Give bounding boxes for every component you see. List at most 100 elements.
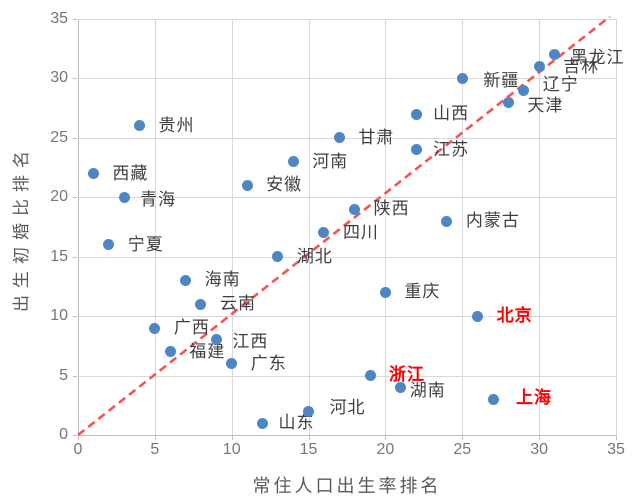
y-axis-tick-mark: [73, 257, 77, 258]
data-point: [318, 227, 330, 239]
data-point-label: 安徽: [266, 175, 303, 195]
data-point-label: 黑龙江: [570, 47, 625, 67]
data-point-label: 江西: [232, 331, 269, 351]
data-point: [287, 156, 299, 168]
data-point-label: 陕西: [373, 199, 410, 219]
x-axis-tick-mark: [232, 436, 233, 440]
gridline-horizontal: [78, 138, 616, 139]
y-axis-tick-label: 10: [50, 307, 68, 325]
data-point: [333, 132, 345, 144]
y-axis-tick-mark: [73, 138, 77, 139]
data-point: [210, 334, 222, 346]
x-axis-tick-label: 0: [73, 441, 83, 458]
data-point: [441, 215, 453, 227]
x-axis-tick-mark: [78, 436, 79, 440]
data-point-label: 吉林: [563, 56, 600, 76]
x-axis-tick-label: 35: [607, 441, 625, 458]
data-point-label: 山西: [433, 104, 470, 124]
data-point: [549, 49, 560, 61]
data-point: [164, 346, 176, 358]
gridline-vertical: [385, 19, 386, 435]
data-point: [133, 120, 145, 132]
y-axis-tick-label: 35: [50, 10, 68, 27]
data-point: [364, 370, 376, 382]
gridline-horizontal: [78, 19, 616, 20]
data-point: [533, 61, 545, 73]
y-axis-tick-label: 20: [50, 188, 68, 206]
data-point: [149, 322, 161, 334]
data-point: [195, 298, 207, 310]
data-point-label: 河南: [312, 151, 349, 171]
data-point: [487, 393, 499, 405]
data-point: [349, 203, 361, 215]
data-point: [241, 179, 253, 191]
data-point-label: 新疆: [483, 71, 520, 91]
y-axis-tick-mark: [73, 435, 77, 436]
x-axis-tick-mark: [616, 436, 617, 440]
y-axis-tick-label: 30: [50, 69, 68, 87]
data-point: [410, 144, 422, 156]
x-axis-tick-mark: [309, 436, 310, 440]
data-point: [87, 168, 99, 179]
gridline-vertical: [539, 19, 540, 435]
x-axis-tick-mark: [462, 436, 463, 440]
data-point-label: 河北: [329, 398, 366, 418]
y-axis-tick-label: 15: [50, 247, 68, 265]
gridline-vertical: [616, 19, 617, 435]
data-point: [518, 84, 530, 96]
data-point-label: 江苏: [433, 139, 470, 159]
gridline-horizontal: [78, 376, 616, 377]
data-point-label: 山东: [278, 413, 315, 433]
gridline-horizontal: [78, 257, 616, 258]
data-point-label: 湖北: [296, 246, 333, 266]
x-axis-tick-mark: [539, 436, 540, 440]
y-axis-tick-label: 25: [50, 128, 68, 146]
x-axis-tick-label: 15: [299, 441, 318, 458]
data-point: [395, 381, 407, 393]
data-point-label: 甘肃: [358, 127, 395, 147]
data-point: [256, 417, 268, 429]
data-point: [118, 191, 130, 203]
data-point: [272, 251, 284, 263]
data-point: [180, 274, 192, 286]
data-point: [410, 108, 422, 120]
data-point-label: 重庆: [404, 282, 441, 302]
data-point-label: 福建: [189, 341, 226, 361]
data-point: [456, 72, 468, 84]
y-axis-tick-mark: [73, 316, 77, 317]
data-point-label: 宁夏: [127, 234, 164, 254]
x-axis-tick-label: 20: [376, 441, 395, 458]
x-axis-tick-label: 5: [150, 441, 160, 458]
data-point-label: 西藏: [112, 163, 149, 183]
x-axis-tick-label: 10: [222, 441, 241, 458]
x-axis-tick-label: 25: [453, 441, 472, 458]
x-axis-tick-mark: [155, 436, 156, 440]
data-point-label: 贵州: [158, 115, 195, 135]
data-point-label: 辽宁: [542, 75, 579, 95]
x-axis-title: 常住人口出生率排名: [252, 476, 442, 496]
gridline-horizontal: [78, 78, 616, 79]
y-axis-tick-mark: [73, 78, 77, 79]
y-axis-tick-label: 5: [59, 366, 68, 384]
gridline-vertical: [155, 19, 156, 435]
data-point-label: 北京: [496, 306, 533, 326]
data-point-label: 内蒙古: [465, 211, 520, 231]
y-axis-tick-label: 0: [59, 426, 68, 443]
x-axis-tick-mark: [385, 436, 386, 440]
data-point-label: 四川: [342, 222, 379, 242]
data-point: [226, 358, 238, 370]
data-point: [103, 239, 115, 251]
data-point: [303, 405, 315, 417]
data-point-label: 上海: [516, 388, 553, 408]
data-point-label: 天津: [527, 96, 564, 116]
data-point-label: 广西: [173, 318, 210, 338]
data-point: [502, 96, 514, 108]
data-point-label: 海南: [204, 270, 241, 290]
data-point-label: 青海: [140, 190, 177, 210]
y-axis-tick-mark: [73, 19, 77, 20]
gridline-vertical: [232, 19, 233, 435]
data-point: [379, 286, 391, 298]
gridline-horizontal: [78, 316, 616, 317]
gridline-vertical: [309, 19, 310, 435]
